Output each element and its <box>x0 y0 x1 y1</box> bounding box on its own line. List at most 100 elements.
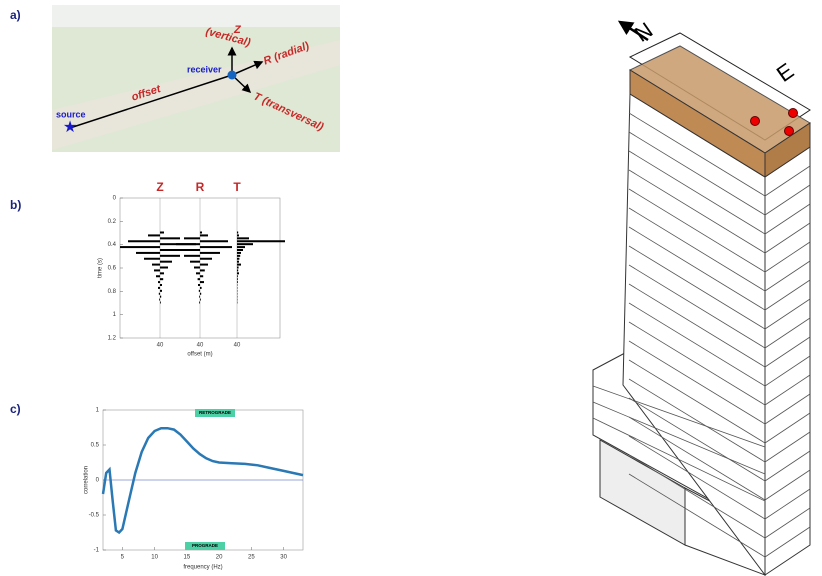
trace-sample <box>200 299 201 301</box>
trace-sample <box>128 240 160 242</box>
y-axis-label: correlation <box>84 466 90 494</box>
trace-sample <box>190 261 200 263</box>
trace-sample <box>184 255 200 257</box>
x-axis-label: frequency (Hz) <box>183 565 222 571</box>
trace-sample <box>154 269 160 271</box>
trace-sample <box>237 275 238 277</box>
y-tick-label: 1 <box>113 312 117 318</box>
component-label: Z <box>156 180 163 194</box>
building <box>593 22 810 575</box>
trace-sample <box>158 281 160 283</box>
trace-sample <box>160 296 161 298</box>
trace-sample <box>160 278 163 280</box>
trace-sample <box>237 272 239 274</box>
y-tick-label: 1 <box>96 408 100 414</box>
trace-sample <box>200 246 232 248</box>
trace-sample <box>160 284 162 286</box>
trace-sample <box>160 267 168 269</box>
trace-sample <box>199 296 200 298</box>
north-label: N <box>630 17 657 47</box>
annotation: PROGRADE <box>192 543 218 548</box>
trace-sample <box>198 278 200 280</box>
trace-sample <box>144 258 160 260</box>
trace-sample <box>160 261 172 263</box>
component-label: T <box>233 180 241 194</box>
east-label: E <box>772 58 798 87</box>
trace-sample <box>237 249 243 251</box>
x-tick-label: 40 <box>197 343 204 349</box>
trace-sample <box>159 293 160 295</box>
y-tick-label: -0.5 <box>89 513 100 519</box>
trace-sample <box>237 234 239 236</box>
x-tick-label: 20 <box>216 555 223 561</box>
trace-sample <box>196 272 200 274</box>
trace-sample <box>200 264 208 266</box>
photo: ★ Z (vertical) R (radial) T (transversal… <box>52 5 340 152</box>
correlation-line <box>103 428 303 532</box>
y-tick-label: 1.2 <box>108 336 117 342</box>
y-tick-label: 0.6 <box>108 266 117 272</box>
y-tick-label: 0.8 <box>108 289 117 295</box>
trace-sample <box>237 240 285 242</box>
trace-sample <box>176 243 200 245</box>
trace-sample <box>200 275 203 277</box>
trace-sample <box>120 246 160 248</box>
trace-sample <box>158 287 160 289</box>
y-tick-label: 0 <box>113 196 117 202</box>
figure: a) b) c) ★ Z (vertical) R (radial) T (tr… <box>0 0 822 576</box>
trace-sample <box>200 281 204 283</box>
trace-sample <box>237 252 241 254</box>
source-label: source <box>56 109 86 119</box>
component-label: R <box>196 180 205 194</box>
x-tick-label: 40 <box>157 343 164 349</box>
trace-sample <box>160 232 164 234</box>
trace-sample <box>237 255 240 257</box>
trace-sample <box>200 234 208 236</box>
trace-sample <box>199 302 200 304</box>
y-tick-label: 0.5 <box>91 443 100 449</box>
trace-sample <box>200 232 202 234</box>
trace-sample <box>200 240 228 242</box>
trace-sample <box>237 267 239 269</box>
trace-sample <box>156 275 160 277</box>
panel-label: c) <box>10 402 21 416</box>
trace-sample <box>237 264 241 266</box>
trace-sample <box>194 267 200 269</box>
trace-sample <box>152 264 160 266</box>
x-axis-label: offset (m) <box>187 352 212 358</box>
trace-sample <box>237 261 239 263</box>
trace-sample <box>237 278 238 280</box>
trace-sample <box>200 293 201 295</box>
trace-sample <box>160 237 180 239</box>
x-tick-label: 5 <box>121 555 125 561</box>
trace-sample <box>237 269 238 271</box>
trace-sample <box>148 234 160 236</box>
trace-sample <box>159 299 160 301</box>
x-tick-label: 25 <box>248 555 255 561</box>
y-tick-label: 0 <box>96 478 100 484</box>
trace-sample <box>160 272 164 274</box>
x-tick-label: 40 <box>234 343 241 349</box>
y-axis-label: time (s) <box>98 258 104 278</box>
x-tick-label: 30 <box>280 555 287 561</box>
trace-sample <box>160 290 162 292</box>
svg-text:★: ★ <box>63 119 77 136</box>
receiver-label: receiver <box>187 64 222 74</box>
y-tick-label: -1 <box>94 548 100 554</box>
trace-sample <box>200 269 205 271</box>
panel-label: b) <box>10 198 21 212</box>
trace-sample <box>200 258 212 260</box>
trace-sample <box>160 302 161 304</box>
trace-sample <box>160 255 180 257</box>
trace-sample <box>198 284 200 286</box>
trace-sample <box>237 246 245 248</box>
x-tick-label: 15 <box>184 555 191 561</box>
trace-sample <box>180 249 200 251</box>
trace-sample <box>200 287 202 289</box>
trace-sample <box>237 243 253 245</box>
trace-sample <box>184 237 200 239</box>
trace-sample <box>237 237 249 239</box>
y-tick-label: 0.4 <box>108 242 117 248</box>
annotation: RETROGRADE <box>199 410 231 415</box>
trace-sample <box>199 290 200 292</box>
